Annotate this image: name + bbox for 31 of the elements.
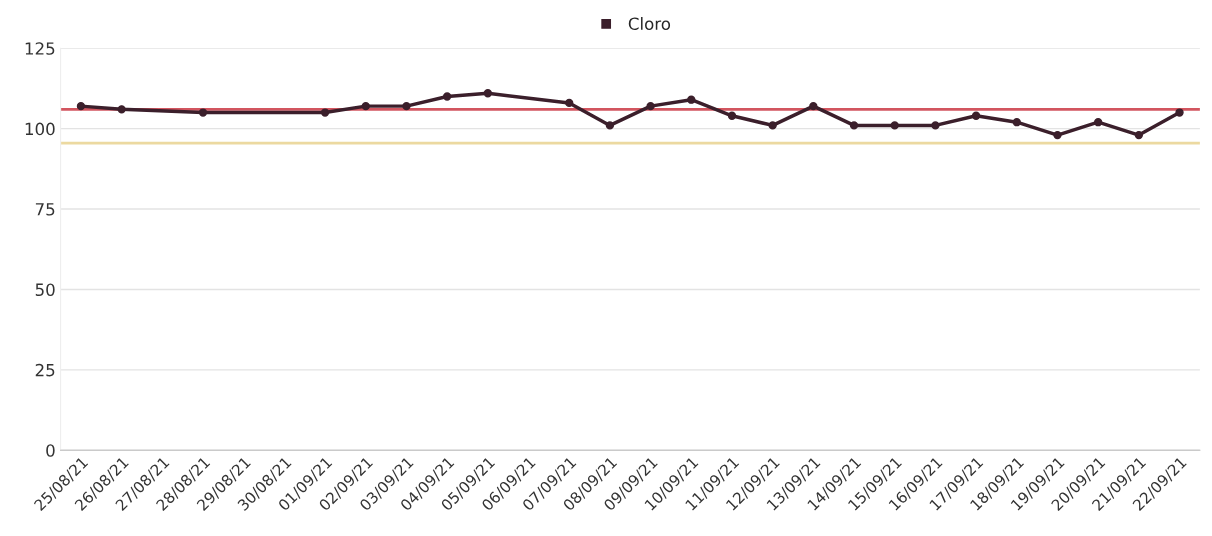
point <box>483 89 492 98</box>
point <box>687 95 696 104</box>
point <box>931 121 940 130</box>
point <box>76 101 86 111</box>
point <box>727 111 737 120</box>
legend-label: Cloro <box>628 17 671 31</box>
point <box>1134 130 1144 140</box>
point <box>198 108 208 117</box>
y-tick-label: 0 <box>46 444 55 457</box>
y-tick-label: 100 <box>25 122 55 136</box>
point <box>605 121 615 130</box>
point <box>646 101 655 111</box>
point <box>768 121 777 130</box>
point <box>849 121 859 130</box>
y-tick-label: 75 <box>35 203 55 216</box>
y-tick-label: 50 <box>35 283 55 297</box>
point <box>890 121 899 130</box>
point <box>1175 108 1184 117</box>
point <box>402 101 411 111</box>
point <box>1053 130 1062 140</box>
point <box>442 92 452 101</box>
y-tick-label: 25 <box>35 363 55 377</box>
point <box>565 98 574 108</box>
point <box>117 105 126 114</box>
y-tick-label: 125 <box>25 42 55 55</box>
point <box>1012 118 1021 127</box>
point <box>1093 118 1103 127</box>
point <box>361 101 370 111</box>
point <box>809 101 818 111</box>
point <box>971 111 981 120</box>
point <box>320 108 330 117</box>
